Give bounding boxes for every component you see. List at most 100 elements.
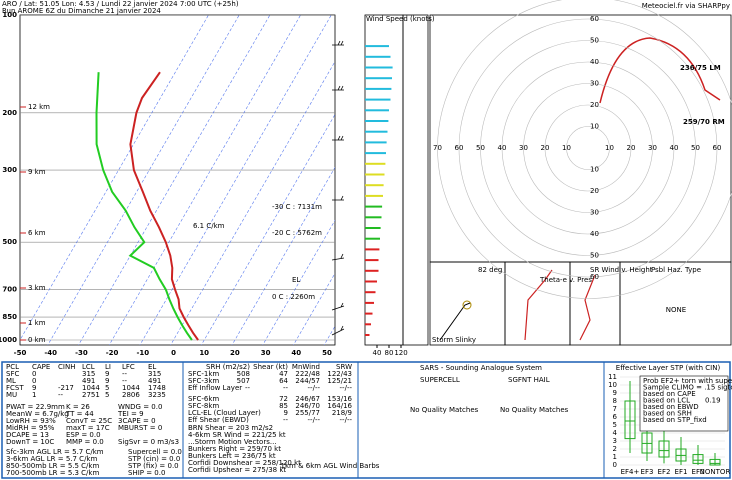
ring-label: 30 (648, 144, 657, 152)
ring-label: 20 (627, 144, 636, 152)
header-subtitle: Run AROME 6Z du Dimanche 21 janvier 2024 (2, 7, 161, 15)
height-label: 9 km (28, 168, 46, 176)
y-tick-label: 500 (2, 238, 17, 246)
hodograph-frame (429, 14, 732, 263)
annotation: 6.1 C/km (193, 222, 225, 230)
wind-bar (365, 301, 374, 304)
x-tick-label: 10 (199, 349, 209, 357)
cell: 125/21 (327, 377, 352, 385)
ring (437, 0, 732, 299)
x-tick-label: 120 (394, 349, 407, 357)
y-tick-label: 2 (613, 445, 617, 453)
y-tick-label: 300 (2, 166, 17, 174)
index: MMP = 0.0 (66, 438, 104, 446)
x-tick-label: 40 (373, 349, 382, 357)
wind-bar (365, 312, 373, 315)
isotherm (108, 15, 301, 345)
ring (480, 40, 696, 256)
wind-bar (365, 66, 393, 69)
composite: SHIP = 0.0 (128, 469, 165, 477)
sars-result: No Quality Matches (410, 406, 479, 414)
cell: -217 (58, 384, 74, 392)
x-tick-label: 0 (171, 349, 176, 357)
x-tick-label: 50 (322, 349, 332, 357)
isotherm (47, 15, 240, 345)
header-source: Meteociel.fr via SHARPpy (642, 2, 730, 10)
isotherm (293, 272, 335, 345)
cell: 3235 (148, 391, 166, 399)
wind-bar (365, 152, 386, 155)
theta-trace (524, 269, 553, 341)
wind-bar (365, 291, 376, 294)
sars-result: No Quality Matches (500, 406, 569, 414)
barb-caption: 1km & 6km AGL Wind Barbs (281, 462, 380, 470)
column-header: LFC (122, 363, 135, 371)
hazard-frame (619, 261, 732, 346)
wind-frame (364, 14, 404, 346)
ring-label: 60 (713, 144, 722, 152)
ring-label: 70 (433, 144, 442, 152)
cell: --/-- (340, 384, 353, 392)
composite: STP (fix) = 0.0 (128, 462, 179, 470)
cell: 1044 (82, 384, 100, 392)
y-tick-label: 200 (2, 109, 17, 117)
wind-bar (365, 194, 383, 197)
slinky-trace (439, 302, 471, 341)
cell: Eff Inflow Layer (188, 384, 242, 392)
column-header: Shear (kt) (253, 363, 288, 371)
box (658, 440, 670, 458)
index: maxT = 17C (66, 424, 110, 432)
ring-label: 40 (590, 58, 599, 66)
column-header: LI (105, 363, 111, 371)
wind-bar (365, 205, 383, 208)
theta-frame (504, 261, 571, 346)
kinematic: 4-6km SR Wind = 221/25 kt (188, 431, 286, 439)
cell: SFC (6, 370, 19, 378)
hazard: NONE (666, 306, 686, 314)
table-frame (1, 361, 731, 479)
x-tick-label: EF0 (692, 468, 705, 476)
wind-bar (365, 237, 380, 240)
column-header: MnWind (292, 363, 320, 371)
cell: FCST (6, 384, 24, 392)
x-tick-label: -40 (44, 349, 57, 357)
x-tick-label: -10 (136, 349, 149, 357)
column-header: SRH (m2/s2) (206, 363, 250, 371)
index: WNDG = 0.0 (118, 403, 162, 411)
index: MeanW = 6.7g/kg (6, 410, 69, 418)
cell: 244/57 (295, 377, 320, 385)
wind-bar (365, 334, 370, 336)
cell: 72 (279, 395, 288, 403)
x-tick-label: NONTOR (700, 468, 731, 476)
slinky-ring (462, 300, 472, 310)
cell: 255/77 (295, 409, 320, 417)
wind-bar (365, 109, 389, 112)
ring (544, 104, 632, 192)
index: MBURST = 0 (118, 424, 162, 432)
cell: 9 (105, 377, 109, 385)
isotherm (139, 15, 332, 345)
cell: ML (6, 377, 16, 385)
x-tick-label: 30 (261, 349, 271, 357)
y-tick-label: 11 (608, 373, 617, 381)
wind-bar (365, 280, 377, 283)
y-tick-label: 6 (613, 413, 618, 421)
profile (129, 71, 199, 341)
motion-label: 236/75 LM (680, 64, 721, 72)
cell: 0 (32, 377, 36, 385)
y-tick-label: 4 (613, 429, 618, 437)
wind-bar (365, 259, 379, 262)
sars-column: SGFNT HAIL (508, 376, 550, 384)
isotherm (200, 113, 335, 345)
panel-title: Psbl Haz. Type (651, 266, 701, 274)
x-tick-label: EF4+ (621, 468, 640, 476)
wind-bar (365, 130, 388, 133)
cell: --/-- (340, 416, 353, 424)
index: DCAPE = 13 (6, 431, 49, 439)
cell: 2751 (82, 391, 100, 399)
cell: 0 (32, 370, 36, 378)
cell: 491 (82, 377, 95, 385)
x-tick-label: EF3 (641, 468, 654, 476)
cell: 5 (105, 384, 109, 392)
height-label: 6 km (28, 229, 46, 237)
